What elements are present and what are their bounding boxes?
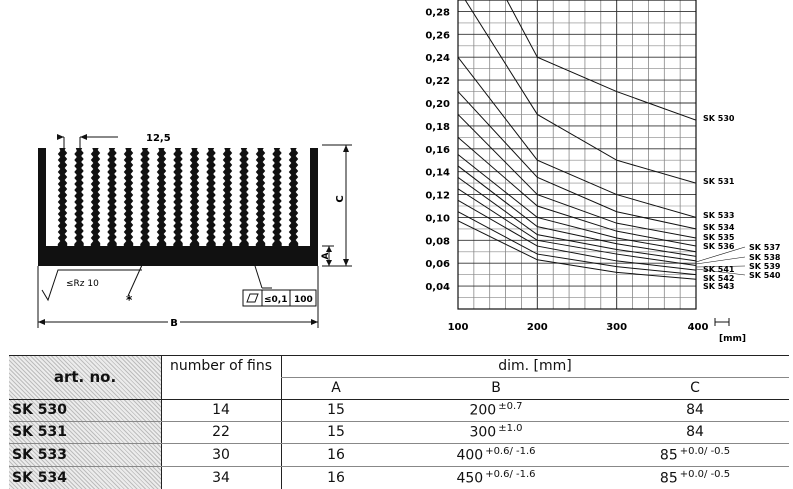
y-tick-label: 0,20 [425, 99, 450, 110]
series-label: SK 538 [749, 253, 781, 262]
dim-b-cell: 450 +0.6/ -1.6 [456, 468, 536, 487]
product-table: art. no. number of fins dim. [mm] A B C … [9, 355, 789, 489]
y-tick-label: 0,28 [425, 7, 450, 18]
y-tick-label: 0,04 [425, 282, 450, 293]
dim-a-cell: 15 [327, 424, 345, 440]
series-label: SK 543 [703, 282, 734, 291]
dim-c-cell: 85 +0.0/ -0.5 [659, 445, 731, 464]
y-tick-label: 0,08 [425, 236, 450, 247]
dimension-arrows [38, 134, 349, 325]
dim-c-cell: 84 [686, 424, 704, 440]
dim-b-label: B [170, 318, 178, 329]
series-label: SK 537 [749, 243, 780, 252]
x-tick-labels: 100 200 300 400 [448, 322, 709, 333]
chart-grid [457, 0, 697, 310]
art-no-header: art. no. [9, 355, 161, 399]
series-label: SK 536 [703, 242, 735, 251]
dim-c-cell: 85 +0.0/ -0.5 [659, 468, 731, 487]
series-label: SK 539 [749, 262, 781, 271]
y-tick-label: 0,22 [425, 76, 450, 87]
flatness-icon [246, 293, 259, 303]
y-tick-label: 0,24 [425, 53, 450, 64]
series-lines [458, 0, 696, 280]
x-unit-arrow-icon [714, 318, 730, 326]
dimension-lines [37, 136, 352, 328]
art-no-cell: SK 530 [9, 399, 161, 421]
art-no-cell: SK 533 [9, 443, 161, 466]
series-line [458, 154, 696, 253]
heatsink-profile [38, 148, 318, 266]
x-tick-label: 300 [606, 322, 627, 333]
dim-b-cell: 200 ±0.7 [469, 401, 523, 419]
fins-cell: 14 [212, 402, 230, 418]
fins-cell: 30 [212, 446, 230, 463]
series-line [458, 136, 696, 247]
y-tick-label: 0,18 [425, 122, 450, 133]
dim-a-cell: 16 [327, 446, 345, 463]
dim-a-cell: 16 [327, 469, 345, 486]
series-line [458, 220, 696, 280]
series-label: SK 533 [703, 211, 734, 220]
y-tick-label: 0,06 [425, 259, 450, 270]
fins-cell: 34 [212, 469, 230, 486]
dim-b-header: B [491, 380, 501, 396]
dim-a-cell: 15 [327, 402, 345, 418]
dim-a-label: A [321, 252, 331, 259]
roughness-label: ≤Rz 10 [66, 279, 99, 289]
dim-header: dim. [mm] [498, 358, 572, 374]
y-tick-label: 0,10 [425, 213, 450, 224]
series-label: SK 534 [703, 223, 735, 232]
fins-cell: 22 [212, 424, 230, 440]
x-tick-label: 100 [448, 322, 469, 333]
series-line [464, 0, 696, 184]
x-tick-label: 200 [527, 322, 548, 333]
heatsink-drawing-and-chart: 12,5 C A B ≤Rz 10 * ≤0,1 100 0,040,060,0… [37, 0, 781, 344]
series-label: SK 541 [703, 265, 735, 274]
series-line [458, 91, 696, 230]
y-tick-label: 0,12 [425, 191, 450, 202]
series-label: SK 535 [703, 233, 735, 242]
y-tick-labels: 0,04 0,06 0,08 0,10 0,12 0,14 0,16 0,18 0,20 0,22… [425, 7, 450, 293]
asterisk-mark: * [126, 293, 133, 307]
art-no-cell: SK 534 [9, 466, 161, 489]
dim-c-cell: 84 [686, 402, 704, 418]
series-line [458, 199, 696, 271]
dim-b-cell: 300 ±1.0 [469, 423, 523, 441]
y-tick-label: 0,26 [425, 30, 450, 41]
series-line [506, 0, 696, 121]
series-line [458, 165, 696, 257]
dim-c-header: C [690, 380, 700, 396]
series-label: SK 531 [703, 177, 735, 186]
y-tick-label: 0,16 [425, 145, 450, 156]
x-unit-label: [mm] [719, 334, 746, 344]
flatness-tolerance-frame: ≤0,1 100 [242, 289, 317, 307]
dim-a-header: A [331, 380, 341, 396]
heatsink-body [38, 148, 318, 266]
fins-header: number of fins [169, 358, 273, 374]
y-tick-label: 0,14 [425, 168, 450, 179]
series-label: SK 530 [703, 114, 735, 123]
fin-pitch-label: 12,5 [146, 133, 171, 144]
flatness-length: 100 [294, 295, 313, 305]
dim-b-cell: 400 +0.6/ -1.6 [456, 445, 536, 464]
series-line [458, 56, 696, 218]
series-line [458, 114, 696, 239]
thermal-resistance-chart: 0,04 0,06 0,08 0,10 0,12 0,14 0,16 0,18 0,20 0,22… [425, 0, 781, 344]
series-line [458, 188, 696, 267]
art-no-cell: SK 531 [9, 421, 161, 443]
series-label: SK 540 [749, 271, 781, 280]
series-line [458, 176, 696, 262]
x-tick-label: 400 [688, 322, 709, 333]
dim-c-label: C [335, 195, 346, 202]
flatness-value: ≤0,1 [264, 295, 287, 305]
series-label: SK 542 [703, 274, 734, 283]
series-line [458, 211, 696, 276]
